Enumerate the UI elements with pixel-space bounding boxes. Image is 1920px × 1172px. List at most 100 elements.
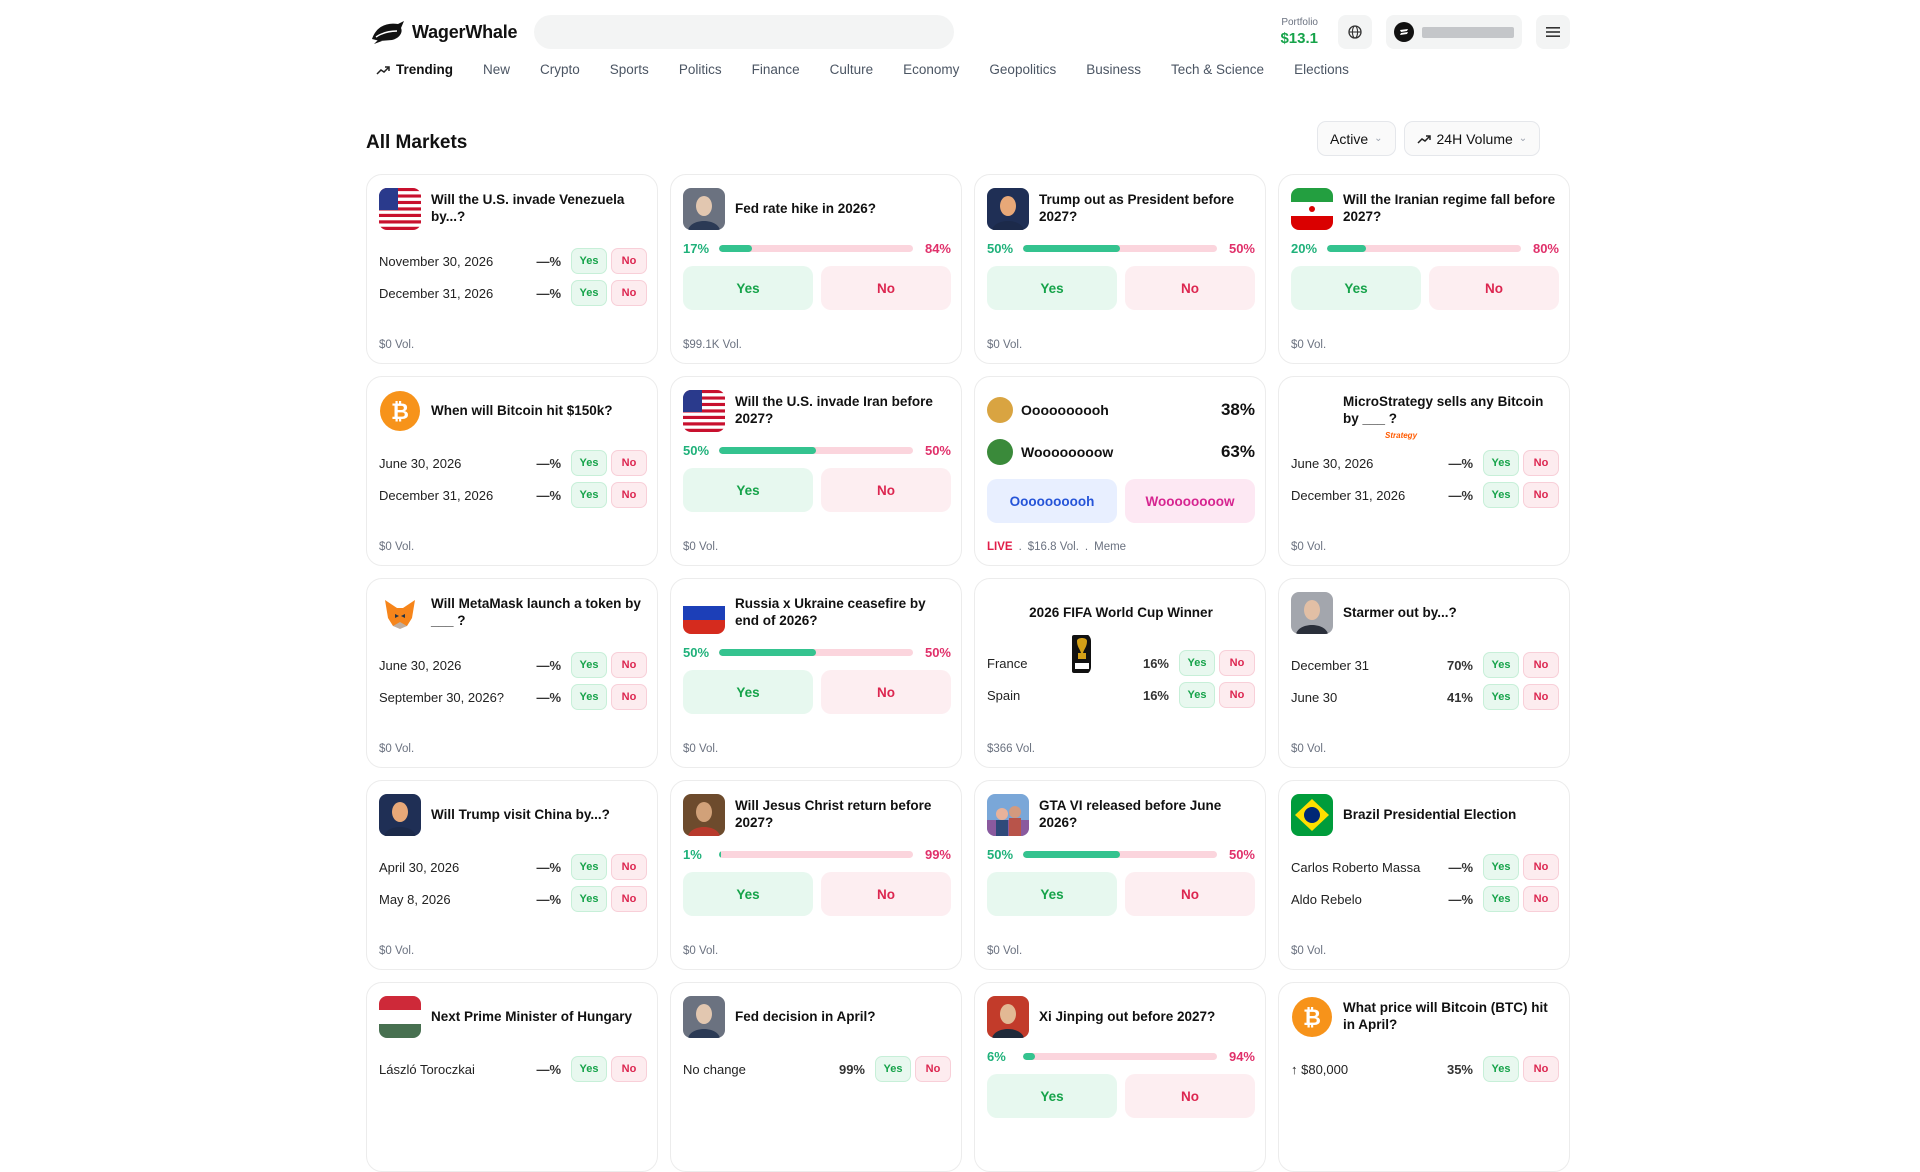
buy-no-button[interactable]: No xyxy=(611,652,647,678)
market-title[interactable]: Trump out as President before 2027? xyxy=(1039,192,1235,224)
market-card[interactable]: Starmer out by...? December 31 70% Yes No Jun… xyxy=(1278,578,1570,768)
market-card[interactable]: Will the U.S. invade Iran before 2027? 50… xyxy=(670,376,962,566)
market-card[interactable]: GTA VI released before June 2026? 50% 50% Y… xyxy=(974,780,1266,970)
nav-tab-business[interactable]: Business xyxy=(1086,62,1141,77)
account-button[interactable] xyxy=(1386,15,1522,49)
nav-tab-elections[interactable]: Elections xyxy=(1294,62,1349,77)
market-title[interactable]: Will the U.S. invade Iran before 2027? xyxy=(735,394,933,426)
language-button[interactable] xyxy=(1338,15,1372,49)
buy-yes-button[interactable]: Yes xyxy=(571,886,607,912)
market-title[interactable]: Will the Iranian regime fall before 2027… xyxy=(1343,192,1556,224)
market-card[interactable]: Will the Iranian regime fall before 2027… xyxy=(1278,174,1570,364)
buy-no-button[interactable]: No xyxy=(611,482,647,508)
market-title[interactable]: Fed decision in April? xyxy=(735,1008,876,1024)
market-card[interactable]: Russia x Ukraine ceasefire by end of 202… xyxy=(670,578,962,768)
market-title[interactable]: GTA VI released before June 2026? xyxy=(1039,798,1222,830)
market-title[interactable]: Starmer out by...? xyxy=(1343,604,1457,620)
market-card[interactable]: Next Prime Minister of Hungary László Tor… xyxy=(366,982,658,1172)
buy-no-button[interactable]: No xyxy=(611,1056,647,1082)
buy-yes-button[interactable]: Yes xyxy=(571,482,607,508)
market-title[interactable]: Will Trump visit China by...? xyxy=(431,806,610,822)
market-card[interactable]: Fed rate hike in 2026? 17% 84% Yes No $99.1K … xyxy=(670,174,962,364)
market-title[interactable]: 2026 FIFA World Cup Winner xyxy=(1029,604,1213,620)
buy-yes-button[interactable]: Yes xyxy=(571,684,607,710)
buy-yes-button[interactable]: Yes xyxy=(1483,652,1519,678)
buy-yes-button[interactable]: Yes xyxy=(1483,684,1519,710)
buy-yes-button[interactable]: Yes xyxy=(571,450,607,476)
buy-yes-button[interactable]: Yes xyxy=(875,1056,911,1082)
buy-yes-button[interactable]: Yes xyxy=(987,1074,1117,1118)
buy-no-button[interactable]: No xyxy=(1523,684,1559,710)
buy-no-button[interactable]: No xyxy=(1219,682,1255,708)
buy-no-button[interactable]: No xyxy=(1523,886,1559,912)
market-title[interactable]: Will Jesus Christ return before 2027? xyxy=(735,798,932,830)
nav-tab-sports[interactable]: Sports xyxy=(610,62,649,77)
market-card[interactable]: Brazil Presidential Election Carlos Rober… xyxy=(1278,780,1570,970)
market-card[interactable]: Fed decision in April? No change 99% Yes No xyxy=(670,982,962,1172)
market-card[interactable]: Trump out as President before 2027? 50% 50… xyxy=(974,174,1266,364)
buy-yes-button[interactable]: Yes xyxy=(683,670,813,714)
market-card[interactable]: 2026 FIFA World Cup Winner France 16% Yes No… xyxy=(974,578,1266,768)
buy-no-button[interactable]: No xyxy=(821,468,951,512)
buy-no-button[interactable]: No xyxy=(611,450,647,476)
portfolio-summary[interactable]: Portfolio $13.1 xyxy=(1280,18,1318,47)
nav-tab-crypto[interactable]: Crypto xyxy=(540,62,580,77)
outcome-row[interactable]: June 30, 2026 —% Yes No xyxy=(1291,447,1559,479)
outcome-row[interactable]: László Toroczkai —% Yes No xyxy=(379,1053,647,1085)
buy-no-button[interactable]: No xyxy=(821,872,951,916)
buy-outcome-a-button[interactable]: Oooooooooh xyxy=(987,479,1117,523)
outcome-row[interactable]: France 16% Yes No xyxy=(987,647,1255,679)
outcome-row[interactable]: December 31, 2026 —% Yes No xyxy=(1291,479,1559,511)
buy-yes-button[interactable]: Yes xyxy=(571,854,607,880)
outcome-row[interactable]: June 30, 2026 —% Yes No xyxy=(379,447,647,479)
market-title[interactable]: When will Bitcoin hit $150k? xyxy=(431,402,613,418)
buy-yes-button[interactable]: Yes xyxy=(1483,450,1519,476)
nav-tab-trending[interactable]: Trending xyxy=(376,62,453,77)
outcome-row[interactable]: April 30, 2026 —% Yes No xyxy=(379,851,647,883)
buy-yes-button[interactable]: Yes xyxy=(571,248,607,274)
market-card[interactable]: ₿ When will Bitcoin hit $150k? June 30, 20… xyxy=(366,376,658,566)
nav-tab-finance[interactable]: Finance xyxy=(752,62,800,77)
buy-yes-button[interactable]: Yes xyxy=(1179,682,1215,708)
buy-no-button[interactable]: No xyxy=(1523,854,1559,880)
buy-no-button[interactable]: No xyxy=(1125,1074,1255,1118)
buy-no-button[interactable]: No xyxy=(1219,650,1255,676)
outcome-row[interactable]: May 8, 2026 —% Yes No xyxy=(379,883,647,915)
nav-tab-geopolitics[interactable]: Geopolitics xyxy=(989,62,1056,77)
market-title[interactable]: What price will Bitcoin (BTC) hit in Apr… xyxy=(1343,1000,1548,1032)
buy-yes-button[interactable]: Yes xyxy=(1291,266,1421,310)
buy-yes-button[interactable]: Yes xyxy=(571,280,607,306)
outcome-row[interactable]: June 30 41% Yes No xyxy=(1291,681,1559,713)
buy-no-button[interactable]: No xyxy=(1523,652,1559,678)
outcome-row[interactable]: Aldo Rebelo —% Yes No xyxy=(1291,883,1559,915)
market-card[interactable]: Will the U.S. invade Venezuela by...? Nov… xyxy=(366,174,658,364)
outcome-row[interactable]: December 31 70% Yes No xyxy=(1291,649,1559,681)
buy-no-button[interactable]: No xyxy=(611,854,647,880)
market-card[interactable]: Will Trump visit China by...? April 30, 2… xyxy=(366,780,658,970)
market-card[interactable]: Oooooooooh 38% Woooooooow 63% Oooooooooh Wooo… xyxy=(974,376,1266,566)
nav-tab-politics[interactable]: Politics xyxy=(679,62,722,77)
market-card[interactable]: ₿ What price will Bitcoin (BTC) hit in Ap… xyxy=(1278,982,1570,1172)
outcome-row[interactable]: September 30, 2026? —% Yes No xyxy=(379,681,647,713)
buy-no-button[interactable]: No xyxy=(611,280,647,306)
buy-no-button[interactable]: No xyxy=(611,248,647,274)
nav-tab-tech-science[interactable]: Tech & Science xyxy=(1171,62,1264,77)
nav-tab-new[interactable]: New xyxy=(483,62,510,77)
buy-yes-button[interactable]: Yes xyxy=(1483,1056,1519,1082)
market-title[interactable]: Will MetaMask launch a token by ___ ? xyxy=(431,596,641,628)
outcome-row[interactable]: Carlos Roberto Massa —% Yes No xyxy=(1291,851,1559,883)
buy-yes-button[interactable]: Yes xyxy=(987,266,1117,310)
buy-yes-button[interactable]: Yes xyxy=(1483,886,1519,912)
buy-yes-button[interactable]: Yes xyxy=(683,468,813,512)
buy-no-button[interactable]: No xyxy=(611,886,647,912)
nav-tab-culture[interactable]: Culture xyxy=(830,62,874,77)
category-tag[interactable]: Meme xyxy=(1094,541,1127,553)
outcome-row[interactable]: December 31, 2026 —% Yes No xyxy=(379,277,647,309)
brand-logo[interactable]: WagerWhale xyxy=(370,19,522,45)
buy-no-button[interactable]: No xyxy=(1429,266,1559,310)
buy-yes-button[interactable]: Yes xyxy=(571,652,607,678)
menu-button[interactable] xyxy=(1536,15,1570,49)
outcome-row[interactable]: June 30, 2026 —% Yes No xyxy=(379,649,647,681)
buy-no-button[interactable]: No xyxy=(611,684,647,710)
buy-yes-button[interactable]: Yes xyxy=(683,872,813,916)
